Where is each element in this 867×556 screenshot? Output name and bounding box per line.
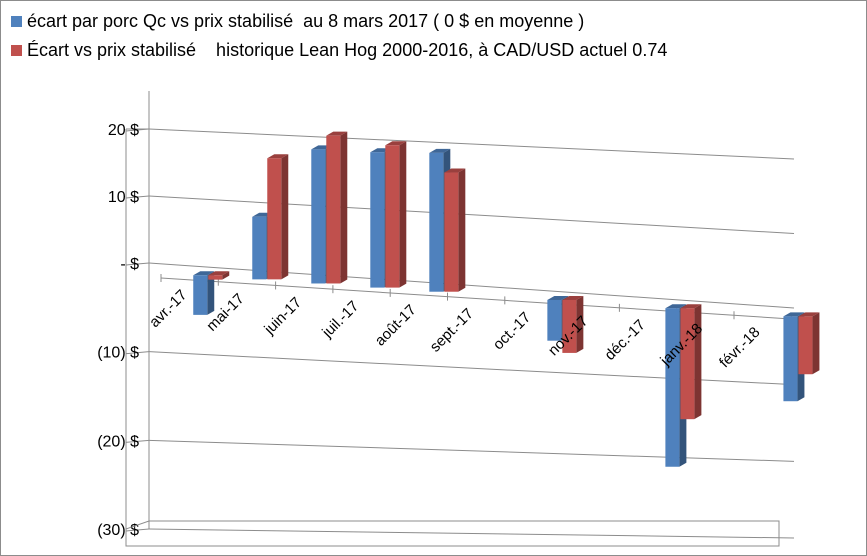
x-category-label: févr.-18 xyxy=(716,324,763,371)
y-tick-label: 10 $ xyxy=(108,189,139,206)
y-tick-label: (10) $ xyxy=(97,345,139,362)
bar-red-mai-17 xyxy=(267,154,289,280)
legend-item-series-2: Écart vs prix stabilisé historique Lean … xyxy=(11,36,667,65)
x-category-label: déc.-17 xyxy=(601,316,648,363)
y-tick-label: - $ xyxy=(120,256,139,273)
chart-floor xyxy=(125,520,780,547)
legend-item-series-1: écart par porc Qc vs prix stabilisé au 8… xyxy=(11,7,667,36)
bar-red-févr.-18 xyxy=(798,312,820,375)
bar-red-avr.-17 xyxy=(208,271,230,280)
x-category-label: oct.-17 xyxy=(490,309,534,353)
bar-red-août-17 xyxy=(444,168,466,292)
gridline-side xyxy=(125,195,150,199)
gridline-side xyxy=(125,528,150,532)
y-tick-label: 20 $ xyxy=(108,122,139,139)
gridline xyxy=(148,439,795,462)
legend: écart par porc Qc vs prix stabilisé au 8… xyxy=(11,7,667,65)
legend-swatch-series-1 xyxy=(11,16,22,27)
gridline xyxy=(148,195,795,234)
bar-red-juin-17 xyxy=(326,131,348,284)
bar-red-déc.-17 xyxy=(680,304,702,420)
gridline xyxy=(148,128,795,160)
x-category-label: juil.-17 xyxy=(318,298,362,342)
gridline-side xyxy=(125,439,150,443)
gridline-side xyxy=(125,262,150,266)
gridline xyxy=(148,528,795,539)
x-category-label: juin-17 xyxy=(261,294,306,339)
legend-label-series-1: écart par porc Qc vs prix stabilisé au 8… xyxy=(27,11,585,31)
bar-red-juil.-17 xyxy=(385,141,407,288)
x-category-label: août-17 xyxy=(372,301,420,349)
y-tick-label: (20) $ xyxy=(97,433,139,450)
gridline-side xyxy=(125,128,150,132)
bar-red-oct.-17 xyxy=(562,295,584,353)
x-category-label: avr.-17 xyxy=(146,287,190,331)
gridline-side xyxy=(125,351,150,355)
y-tick-label: (30) $ xyxy=(97,522,139,539)
legend-label-series-2: Écart vs prix stabilisé historique Lean … xyxy=(27,40,668,60)
legend-swatch-series-2 xyxy=(11,45,22,56)
x-category-label: sept.-17 xyxy=(427,305,477,355)
bar-blue-avr.-17 xyxy=(193,271,215,315)
